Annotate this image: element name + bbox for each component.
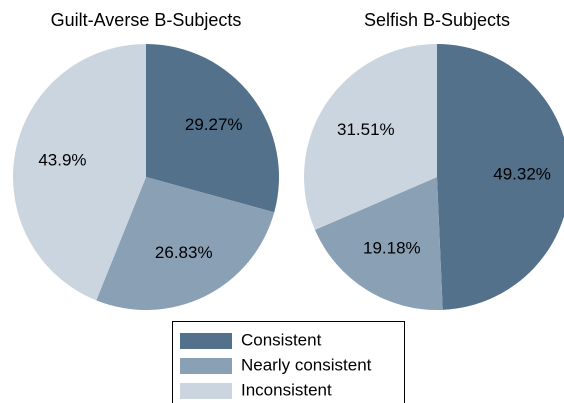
legend-swatch — [180, 333, 232, 349]
data-label: 49.32% — [493, 165, 551, 184]
pie-slice — [146, 44, 279, 213]
pie-slice — [437, 44, 564, 310]
legend-label: Consistent — [241, 330, 322, 349]
data-label: 43.9% — [38, 150, 86, 169]
chart-title: Guilt-Averse B-Subjects — [51, 10, 242, 30]
legend-swatch — [180, 358, 232, 374]
legend-label: Inconsistent — [241, 380, 332, 399]
pie-slice — [303, 44, 437, 230]
data-label: 19.18% — [363, 239, 421, 258]
legend-swatch — [180, 383, 232, 399]
data-label: 29.27% — [185, 115, 243, 134]
pie-slice — [12, 44, 146, 301]
pie-slice — [96, 177, 275, 310]
chart-title: Selfish B-Subjects — [364, 10, 510, 30]
data-label: 31.51% — [337, 120, 395, 139]
legend-label: Nearly consistent — [241, 355, 372, 374]
data-label: 26.83% — [155, 243, 213, 262]
pie-slice — [314, 177, 443, 310]
